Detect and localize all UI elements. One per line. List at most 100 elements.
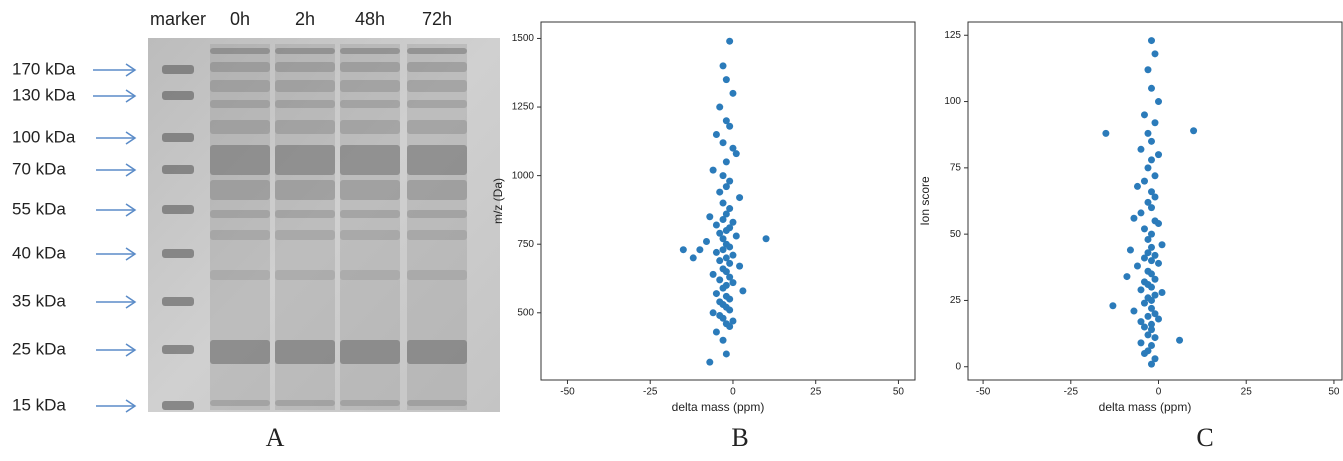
- protein-band: [340, 340, 400, 364]
- y-tick-label: 50: [950, 229, 962, 240]
- point: [732, 232, 740, 240]
- y-axis-label: Ion score: [918, 176, 932, 226]
- protein-band: [275, 80, 335, 92]
- marker-band: [162, 249, 194, 258]
- point: [712, 248, 720, 256]
- protein-band: [340, 230, 400, 240]
- x-tick-label: -25: [1064, 387, 1079, 398]
- point: [1109, 302, 1117, 310]
- point: [729, 144, 737, 152]
- point: [726, 243, 734, 251]
- point: [689, 254, 697, 262]
- protein-band: [275, 180, 335, 200]
- point: [716, 229, 724, 237]
- marker-label: 130 kDa: [12, 85, 76, 104]
- point: [1151, 334, 1159, 342]
- protein-band: [210, 400, 270, 406]
- y-tick-label: 500: [517, 307, 534, 318]
- point: [1147, 230, 1155, 238]
- protein-band: [210, 48, 270, 54]
- point: [1137, 145, 1145, 153]
- point: [1130, 307, 1138, 315]
- protein-band: [210, 120, 270, 134]
- protein-band: [275, 62, 335, 72]
- point: [736, 194, 744, 202]
- point: [702, 237, 710, 245]
- protein-band: [275, 48, 335, 54]
- point: [712, 328, 720, 336]
- point: [726, 323, 734, 331]
- point: [1147, 304, 1155, 312]
- point: [1147, 37, 1155, 45]
- marker-band: [162, 345, 194, 354]
- lane-label: marker: [150, 9, 206, 29]
- point: [722, 158, 730, 166]
- point: [719, 284, 727, 292]
- protein-band: [340, 80, 400, 92]
- marker-band: [162, 91, 194, 100]
- point: [726, 205, 734, 213]
- point: [726, 306, 734, 314]
- x-axis-label: delta mass (ppm): [672, 400, 765, 414]
- point: [1158, 241, 1166, 249]
- point: [1137, 318, 1145, 326]
- point: [722, 254, 730, 262]
- point: [1151, 291, 1159, 299]
- x-axis-label: delta mass (ppm): [1099, 400, 1192, 414]
- point: [719, 139, 727, 147]
- x-tick-label: -50: [976, 387, 991, 398]
- protein-band: [407, 62, 467, 72]
- protein-band: [340, 210, 400, 218]
- point: [1144, 66, 1152, 74]
- point: [1147, 283, 1155, 291]
- point: [1155, 315, 1163, 323]
- protein-band: [340, 180, 400, 200]
- y-tick-label: 25: [950, 295, 962, 306]
- point: [706, 213, 714, 221]
- point: [1155, 259, 1163, 267]
- point: [1155, 151, 1163, 159]
- y-tick-label: 1000: [512, 170, 535, 181]
- marker-band: [162, 165, 194, 174]
- protein-band: [210, 230, 270, 240]
- point: [716, 188, 724, 196]
- y-tick-label: 1500: [512, 33, 535, 44]
- protein-band: [275, 210, 335, 218]
- point: [1147, 296, 1155, 304]
- point: [1144, 235, 1152, 243]
- protein-band: [340, 145, 400, 175]
- y-tick-label: 1250: [512, 102, 535, 113]
- marker-band: [162, 205, 194, 214]
- point: [712, 130, 720, 138]
- protein-band: [340, 100, 400, 108]
- point: [1140, 323, 1148, 331]
- protein-band: [407, 48, 467, 54]
- protein-band: [407, 400, 467, 406]
- point: [1151, 193, 1159, 201]
- protein-band: [407, 270, 467, 280]
- point: [1151, 172, 1159, 180]
- arrow-head: [125, 89, 137, 103]
- marker-band: [162, 133, 194, 142]
- point: [719, 199, 727, 207]
- point: [1158, 288, 1166, 296]
- marker-label: 40 kDa: [12, 243, 66, 262]
- point: [1147, 360, 1155, 368]
- x-tick-label: -50: [560, 387, 575, 398]
- x-tick-label: 0: [730, 387, 736, 398]
- point: [1102, 129, 1110, 137]
- protein-band: [407, 210, 467, 218]
- point: [722, 117, 730, 125]
- point: [1130, 214, 1138, 222]
- lane-label: 2h: [295, 9, 315, 29]
- point: [716, 276, 724, 284]
- protein-band: [210, 210, 270, 218]
- point: [1151, 119, 1159, 127]
- point: [1137, 286, 1145, 294]
- protein-band: [210, 62, 270, 72]
- arrow-head: [125, 203, 137, 217]
- point: [1144, 198, 1152, 206]
- point: [1144, 312, 1152, 320]
- panel-label: C: [1196, 423, 1213, 452]
- point: [1147, 156, 1155, 164]
